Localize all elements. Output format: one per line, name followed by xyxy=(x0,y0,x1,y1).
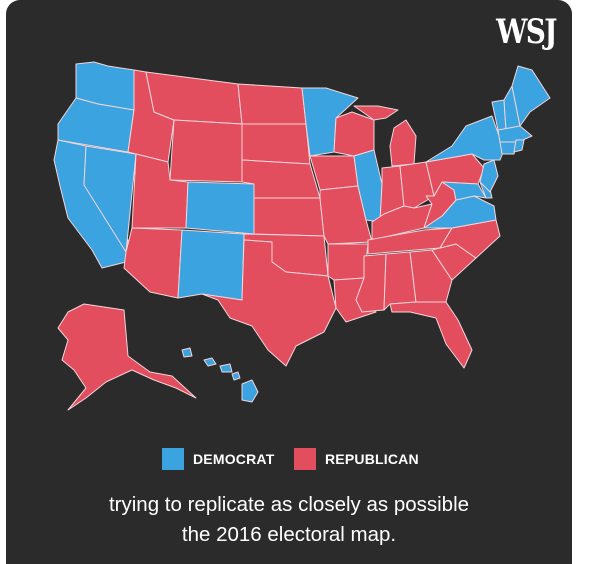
legend-label-republican: REPUBLICAN xyxy=(325,451,419,467)
democrat-swatch xyxy=(162,448,184,470)
caption: trying to replicate as closely as possib… xyxy=(6,490,572,550)
state-az xyxy=(123,227,183,299)
legend-item-democrat: DEMOCRAT xyxy=(162,448,274,470)
state-wy xyxy=(169,119,243,183)
state-mi-up xyxy=(353,105,399,121)
state-nj xyxy=(479,159,499,193)
caption-line-2: the 2016 electoral map. xyxy=(181,523,397,546)
state-me xyxy=(511,65,551,127)
state-md xyxy=(441,181,487,201)
state-wi xyxy=(333,111,375,157)
legend-item-republican: REPUBLICAN xyxy=(294,448,419,470)
us-electoral-map xyxy=(53,61,551,411)
state-sd xyxy=(241,123,311,165)
state-ct xyxy=(499,141,517,155)
state-mi xyxy=(389,119,417,167)
state-ri xyxy=(513,139,525,153)
state-tx xyxy=(201,239,337,367)
state-fl xyxy=(389,301,473,369)
state-ne xyxy=(241,159,321,199)
state-oh xyxy=(399,161,435,209)
state-ny xyxy=(425,115,505,163)
state-ma xyxy=(497,125,533,143)
state-nm xyxy=(177,229,245,301)
state-ga xyxy=(409,249,453,303)
state-hi xyxy=(181,347,259,403)
state-co xyxy=(185,181,255,235)
card: WSJ xyxy=(6,0,572,564)
caption-line-1: trying to replicate as closely as possib… xyxy=(108,493,470,516)
republican-swatch xyxy=(294,448,316,470)
state-ak xyxy=(57,303,197,411)
state-ar xyxy=(327,243,369,281)
wsj-logo: WSJ xyxy=(496,12,557,52)
state-ks xyxy=(253,197,325,237)
legend-label-democrat: DEMOCRAT xyxy=(193,451,275,467)
legend: DEMOCRAT REPUBLICAN xyxy=(6,448,572,476)
state-nd xyxy=(237,83,307,125)
state-ia xyxy=(309,155,359,191)
